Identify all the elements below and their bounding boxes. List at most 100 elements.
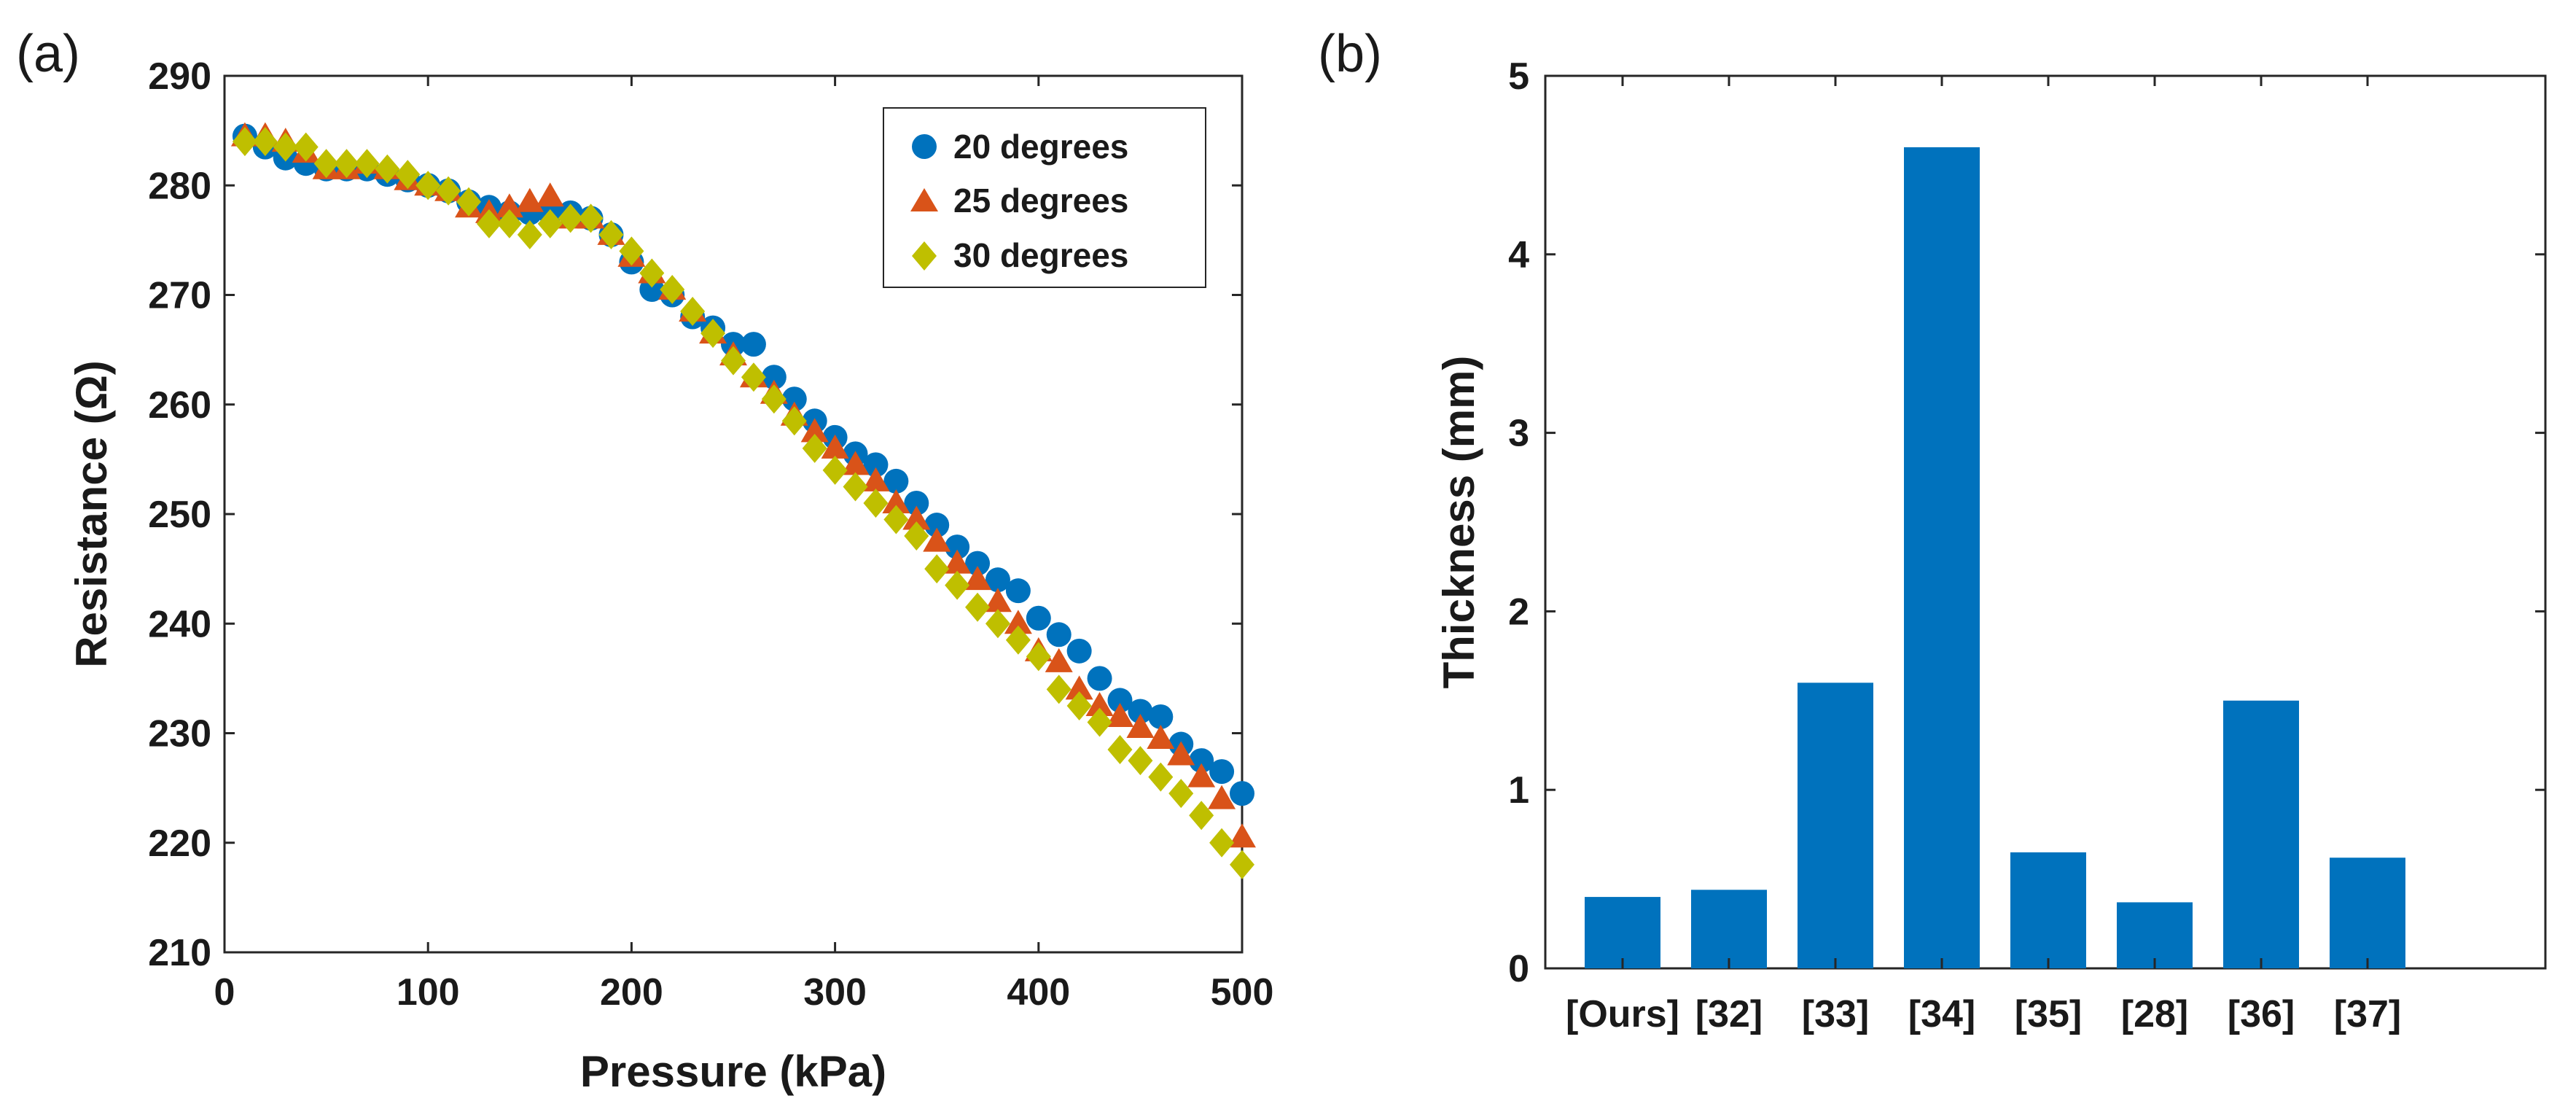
legend-diamond-marker bbox=[912, 241, 937, 271]
data-point-diamond bbox=[598, 219, 624, 249]
y-tick-label: 270 bbox=[148, 275, 211, 317]
x-tick-label: [28] bbox=[2121, 993, 2188, 1035]
data-point-diamond bbox=[883, 505, 909, 534]
data-point-diamond bbox=[578, 203, 604, 233]
data-point-circle bbox=[1128, 699, 1153, 724]
data-point-triangle bbox=[1045, 648, 1073, 672]
legend-box bbox=[883, 107, 1206, 288]
data-point-diamond bbox=[1128, 746, 1153, 776]
plot-b-y-axis-title: Thickness (mm) bbox=[1435, 356, 1483, 689]
x-tick-label: [33] bbox=[1802, 993, 1869, 1035]
plot-a-y-ticks: 210 220 230 240 250 260 270 280 290 bbox=[148, 55, 1242, 974]
data-point-diamond bbox=[822, 455, 848, 485]
data-point-diamond bbox=[476, 209, 501, 238]
data-point-triangle bbox=[1004, 610, 1032, 634]
y-tick-label: 230 bbox=[148, 713, 211, 755]
bar bbox=[1798, 683, 1873, 968]
data-point-diamond bbox=[1046, 674, 1072, 704]
data-point-diamond bbox=[721, 346, 746, 376]
data-point-circle bbox=[1107, 688, 1133, 713]
x-tick-label: [32] bbox=[1695, 993, 1763, 1035]
data-point-triangle bbox=[1167, 741, 1195, 766]
bar bbox=[2330, 858, 2405, 968]
data-point-circle bbox=[945, 534, 970, 560]
y-tick-label: 3 bbox=[1508, 413, 1529, 455]
data-point-diamond bbox=[415, 171, 441, 201]
data-point-circle bbox=[924, 513, 950, 538]
data-point-circle bbox=[1026, 605, 1051, 631]
data-point-diamond bbox=[273, 132, 298, 162]
data-point-circle bbox=[1189, 748, 1214, 774]
x-tick-label: [34] bbox=[1908, 993, 1975, 1035]
data-point-diamond bbox=[375, 154, 400, 184]
y-tick-label: 4 bbox=[1508, 234, 1529, 276]
plot-b-y-ticks: 0 1 2 3 4 5 bbox=[1508, 55, 2545, 990]
data-point-diamond bbox=[293, 132, 319, 162]
data-point-triangle bbox=[821, 434, 849, 459]
data-point-circle bbox=[1005, 578, 1031, 604]
data-point-circle bbox=[1148, 704, 1174, 729]
panel-b-label: (b) bbox=[1318, 25, 1382, 83]
legend-item-20-degrees: 20 degrees bbox=[912, 128, 1128, 166]
x-tick-label: [36] bbox=[2228, 993, 2295, 1035]
data-point-triangle bbox=[902, 505, 931, 530]
data-point-diamond bbox=[1087, 707, 1112, 737]
data-point-triangle bbox=[1187, 763, 1216, 788]
data-point-triangle bbox=[923, 527, 951, 552]
x-tick-label: [Ours] bbox=[1566, 993, 1679, 1035]
bar bbox=[1691, 890, 1767, 968]
y-tick-label: 260 bbox=[148, 384, 211, 427]
data-point-circle bbox=[741, 332, 766, 357]
y-tick-label: 290 bbox=[148, 55, 211, 98]
series-30-degrees bbox=[232, 127, 1254, 879]
x-tick-label: [37] bbox=[2334, 993, 2401, 1035]
y-tick-label: 240 bbox=[148, 603, 211, 645]
data-point-diamond bbox=[700, 319, 726, 349]
data-point-circle bbox=[761, 365, 787, 390]
data-point-diamond bbox=[334, 149, 359, 179]
data-point-diamond bbox=[781, 406, 807, 436]
bar bbox=[1904, 147, 1980, 968]
x-tick-label: 500 bbox=[1211, 971, 1274, 1014]
bar bbox=[2117, 902, 2193, 968]
data-point-diamond bbox=[761, 384, 787, 414]
data-point-triangle bbox=[943, 549, 972, 574]
bar bbox=[1585, 897, 1660, 968]
data-point-diamond bbox=[1189, 801, 1214, 831]
data-point-diamond bbox=[843, 472, 868, 502]
data-point-triangle bbox=[964, 566, 992, 591]
data-point-circle bbox=[1046, 622, 1072, 648]
data-point-diamond bbox=[741, 362, 766, 392]
plot-a-points bbox=[230, 122, 1256, 879]
plot-a-y-axis-title: Resistance (Ω) bbox=[67, 360, 116, 668]
legend-item-25-degrees: 25 degrees bbox=[910, 182, 1128, 219]
panel-b: (b) 0 1 2 3 4 5 [Ours] [32] [33] [34] [35] [28] [36… bbox=[1318, 25, 2547, 1035]
data-point-diamond bbox=[1168, 779, 1194, 809]
data-point-circle bbox=[904, 490, 929, 516]
data-point-triangle bbox=[841, 451, 870, 475]
data-point-diamond bbox=[680, 297, 706, 327]
data-point-diamond bbox=[436, 176, 461, 206]
data-point-circle bbox=[985, 567, 1010, 593]
data-point-triangle bbox=[1085, 691, 1114, 716]
x-tick-label: 200 bbox=[600, 971, 663, 1014]
y-tick-label: 0 bbox=[1508, 948, 1529, 990]
data-point-circle bbox=[965, 551, 991, 576]
y-tick-label: 250 bbox=[148, 494, 211, 536]
data-point-diamond bbox=[802, 433, 827, 463]
plot-a-x-ticks: 0 100 200 300 400 500 bbox=[214, 76, 1274, 1014]
x-tick-label: 100 bbox=[397, 971, 460, 1014]
data-point-diamond bbox=[945, 570, 970, 600]
data-point-diamond bbox=[1005, 625, 1031, 655]
data-point-diamond bbox=[904, 521, 929, 551]
panel-a: (a) 210 220 230 240 250 260 270 280 290 0 100 200 3… bbox=[16, 25, 1273, 1096]
x-tick-label: [35] bbox=[2015, 993, 2082, 1035]
plot-b-bars bbox=[1585, 147, 2405, 968]
data-point-diamond bbox=[1026, 642, 1051, 672]
data-point-diamond bbox=[660, 274, 685, 304]
data-point-circle bbox=[1066, 638, 1092, 664]
y-tick-label: 2 bbox=[1508, 591, 1529, 633]
data-point-circle bbox=[1087, 666, 1112, 691]
data-point-diamond bbox=[232, 127, 257, 157]
